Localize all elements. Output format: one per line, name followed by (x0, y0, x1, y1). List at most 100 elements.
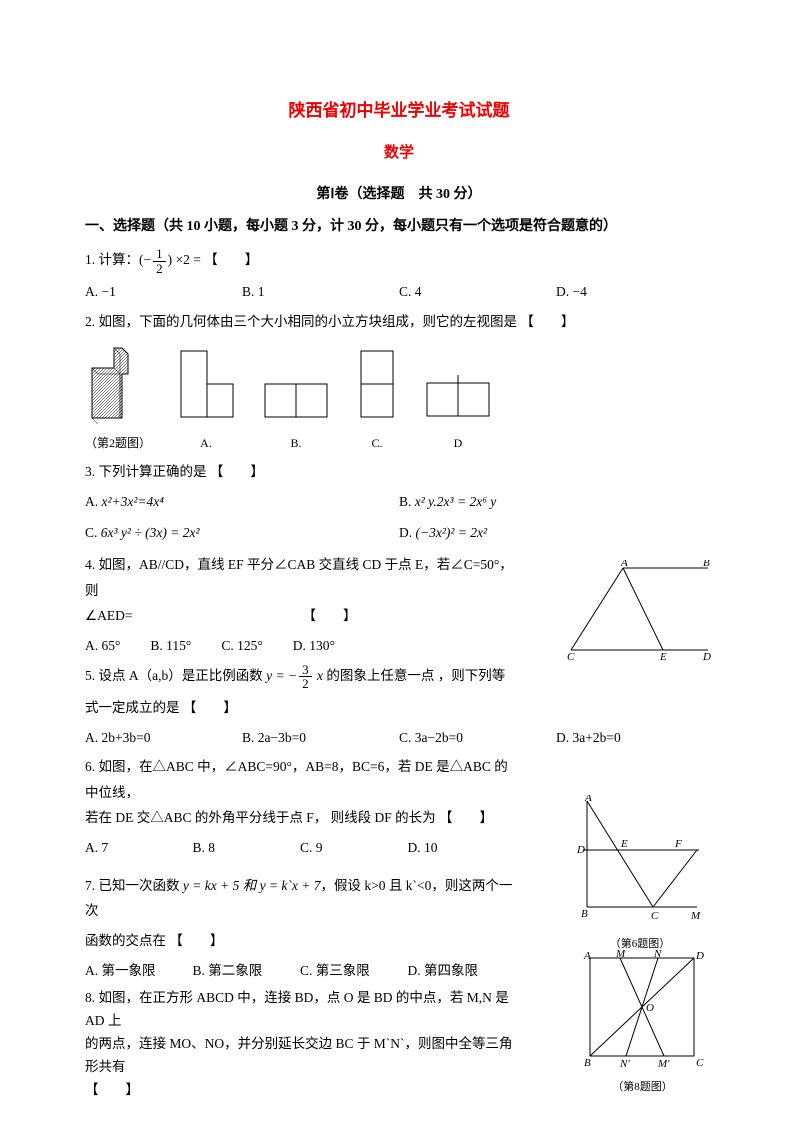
q7-opt-d: D. 第四象限 (408, 958, 516, 984)
q3-b-math: x² y.2x³ = 2x⁶ y (415, 494, 497, 509)
q5-options: A. 2b+3b=0 B. 2a−3b=0 C. 3a−2b=0 D. 3a+2… (85, 725, 713, 751)
q8-fig-o: O (646, 1002, 654, 1014)
q3-bracket: 【 】 (210, 464, 264, 479)
q2-solid-label: （第2题图） (85, 432, 151, 455)
paper-part: 第Ⅰ卷（选择题 共 30 分） (85, 182, 713, 209)
q8-fig-b: B (584, 1057, 591, 1068)
q6-fig-c: C (651, 910, 659, 922)
q6-fig-b: B (581, 908, 588, 920)
q1-frac-num: 1 (153, 247, 166, 262)
q7-math: y = kx + 5 和 y = k`x + 7 (183, 878, 321, 893)
q2-figure-row: （第2题图） A. B. C. D (85, 343, 713, 456)
q3-options-row2: C. 6x³ y² ÷ (3x) = 2x² D. (−3x²)² = 2x² (85, 520, 713, 546)
q1-opt-b: B. 1 (242, 279, 399, 305)
question-4: 4. 如图，AB//CD，直线 EF 平分∠CAB 交直线 CD 于点 E，若∠… (85, 552, 515, 629)
q6-options: A. 7 B. 8 C. 9 D. 10 (85, 835, 515, 861)
q6-fig-a: A (584, 795, 592, 804)
q2-option-d: D (423, 375, 493, 456)
question-2: 2. 如图，下面的几何体由三个大小相同的小立方块组成，则它的左视图是 【 】 (85, 309, 713, 335)
q7-opt-c: C. 第三象限 (300, 958, 408, 984)
q3-a-pre: A. (85, 494, 102, 509)
q2-d-label: D (423, 432, 493, 455)
q3-c-math: 6x³ y² ÷ (3x) = 2x² (101, 525, 200, 540)
q3-a-math: x²+3x²=4x⁴ (102, 494, 164, 509)
question-3: 3. 下列计算正确的是 【 】 (85, 459, 713, 485)
q5-opt-c: C. 3a−2b=0 (399, 725, 556, 751)
question-8: 8. 如图，在正方形 ABCD 中，连接 BD，点 O 是 BD 的中点，若 M… (85, 987, 515, 1102)
q6-stem-b: 若在 DE 交△ABC 的外角平分线于点 F， 则线段 DF 的长为 (85, 810, 439, 825)
q3-opt-b: B. x² y.2x³ = 2x⁶ y (399, 489, 713, 515)
q4-options: A. 65° B. 115° C. 125° D. 130° (85, 633, 515, 659)
q4-stem-a: 4. 如图，AB//CD，直线 EF 平分∠CAB 交直线 CD 于点 E，若∠… (85, 552, 515, 603)
q1-opt-d: D. −4 (556, 279, 713, 305)
q4-opt-c: C. 125° (221, 633, 262, 659)
q8-bracket: 【 】 (85, 1082, 139, 1097)
q8-fig-n: N (653, 950, 662, 960)
q2-a-label: A. (175, 432, 237, 455)
q7-stem-a: 7. 已知一次函数 (85, 878, 183, 893)
q4-bracket: 【 】 (302, 608, 356, 623)
q8-stem-b: 的两点，连接 MO、NO，并分别延长交边 BC 于 M`N`，则图中全等三角形共… (85, 1033, 515, 1079)
q3-opt-c: C. 6x³ y² ÷ (3x) = 2x² (85, 520, 399, 546)
q6-fig-m: M (690, 910, 701, 922)
q3-opt-d: D. (−3x²)² = 2x² (399, 520, 713, 546)
q4-fig-b: B (703, 560, 710, 569)
q1-frac-den: 2 (153, 262, 166, 276)
q6-opt-c: C. 9 (300, 835, 408, 861)
q7-options: A. 第一象限 B. 第二象限 C. 第三象限 D. 第四象限 (85, 958, 515, 984)
q8-figure: A M N D O B N' M' C （第8题图） (580, 950, 705, 1098)
q3-stem: 3. 下列计算正确的是 (85, 464, 210, 479)
q3-d-math: (−3x²)² = 2x² (416, 525, 488, 540)
question-6: 6. 如图，在△ABC 中，∠ABC=90°，AB=8，BC=6，若 DE 是△… (85, 754, 515, 831)
q4-figure: A B C E D (563, 560, 713, 669)
q7-opt-b: B. 第二象限 (193, 958, 301, 984)
q4-opt-a: A. 65° (85, 633, 120, 659)
q3-c-pre: C. (85, 525, 101, 540)
q5-opt-d: D. 3a+2b=0 (556, 725, 713, 751)
q8-fig-c: C (696, 1057, 704, 1068)
q4-fig-d: D (702, 651, 711, 660)
q5-math-a: y = − (266, 668, 297, 683)
page-subject: 数学 (85, 139, 713, 168)
q4-fig-c: C (567, 651, 575, 660)
section-1-header: 一、选择题（共 10 小题，每小题 3 分，计 30 分，每小题只有一个选项是符… (85, 214, 713, 241)
q1-neg: − (144, 252, 152, 267)
q8-fig-mp: M' (657, 1058, 670, 1068)
page-title: 陕西省初中毕业学业考试试题 (85, 95, 713, 127)
q4-fig-a: A (620, 560, 628, 569)
q6-opt-d: D. 10 (408, 835, 516, 861)
q2-b-label: B. (261, 432, 331, 455)
q1-opt-a: A. −1 (85, 279, 242, 305)
q1-opt-c: C. 4 (399, 279, 556, 305)
q5-opt-a: A. 2b+3b=0 (85, 725, 242, 751)
q2-option-b: B. (261, 345, 331, 456)
question-7b: 函数的交点在 【 】 (85, 928, 515, 954)
q8-fig-a: A (583, 950, 591, 962)
q5-stem-c: 式一定成立的是 (85, 700, 183, 715)
q7-stem-c: 函数的交点在 (85, 933, 169, 948)
question-1: 1. 计算：(−12) ×2 = 【 】 (85, 247, 713, 275)
q1-stem-a: 1. 计算：( (85, 252, 144, 267)
q4-opt-d: D. 130° (293, 633, 335, 659)
question-5b: 式一定成立的是 【 】 (85, 695, 713, 721)
q5-math-b: x (314, 668, 323, 683)
q2-stem: 2. 如图，下面的几何体由三个大小相同的小立方块组成，则它的左视图是 (85, 314, 520, 329)
q5-bracket: 【 】 (183, 700, 237, 715)
q6-opt-a: A. 7 (85, 835, 193, 861)
q7-bracket: 【 】 (169, 933, 223, 948)
q6-figure: A D E F B C M （第6题图） (575, 795, 705, 955)
q3-d-pre: D. (399, 525, 416, 540)
q2-solid: （第2题图） (85, 343, 151, 456)
q4-opt-b: B. 115° (150, 633, 191, 659)
q6-bracket: 【 】 (439, 810, 493, 825)
question-7: 7. 已知一次函数 y = kx + 5 和 y = k`x + 7，假设 k>… (85, 873, 515, 924)
q2-option-c: C. (355, 345, 399, 456)
q5-stem-a: 5. 设点 A（a,b）是正比例函数 (85, 668, 266, 683)
q4-fig-e: E (659, 651, 667, 660)
q5-stem-b: 的图象上任意一点 ，则下列等 (323, 668, 505, 683)
q8-fig-caption: （第8题图） (580, 1077, 705, 1098)
q7-opt-a: A. 第一象限 (85, 958, 193, 984)
q5-opt-b: B. 2a−3b=0 (242, 725, 399, 751)
q3-opt-a: A. x²+3x²=4x⁴ (85, 489, 399, 515)
q3-b-pre: B. (399, 494, 415, 509)
